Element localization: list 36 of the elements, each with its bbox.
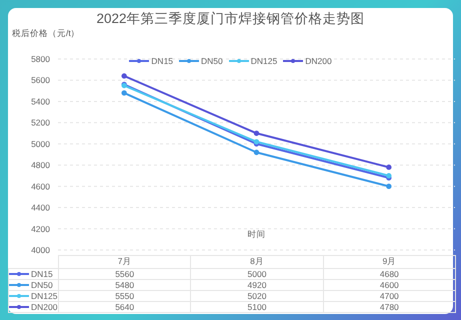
y-tick-label: 4200 [31,224,50,234]
y-axis-title: 税后价格（元/t） [12,28,80,40]
data-label: 4600 [323,280,456,290]
x-tick-label: 8月 [190,256,324,268]
y-tick-label: 5200 [31,118,50,128]
y-tick-label: 5600 [31,75,50,86]
text: DN200 [31,302,58,312]
text: DN125 [31,291,58,301]
data-label: 5550 [58,290,191,302]
y-tick-label: 4800 [31,160,50,170]
legend-label: DN15 [150,56,174,66]
y-tick-label: 5800 [31,54,50,64]
y-tick-label: 4000 [31,245,50,256]
data-label: 4680 [323,268,456,280]
y-tick-label: 4600 [31,181,50,192]
x-axis-title: 时间 [246,229,266,241]
chart-title: 2022年第三季度厦门市焊接钢管价格走势图 [95,10,366,28]
data-label: 5480 [58,280,191,290]
x-tick-label: 9月 [323,256,456,268]
legend-label: DN125 [250,56,278,66]
text: DN50 [31,280,53,290]
legend-label: DN200 [304,56,332,66]
data-label: 4780 [323,302,456,312]
data-label: 5000 [190,268,324,280]
data-label: 4920 [190,280,324,290]
x-tick-label: 7月 [58,256,191,268]
y-tick-label: 5400 [31,96,50,106]
data-label: 5640 [58,302,191,312]
legend-label: DN50 [200,56,223,66]
data-label: 5560 [58,268,191,280]
data-label: 4700 [323,290,456,302]
data-label: 5100 [190,302,324,312]
data-label: 5020 [190,290,324,302]
text: DN15 [31,269,53,279]
y-tick-label: 5000 [31,138,50,149]
y-tick-label: 4400 [31,202,50,213]
